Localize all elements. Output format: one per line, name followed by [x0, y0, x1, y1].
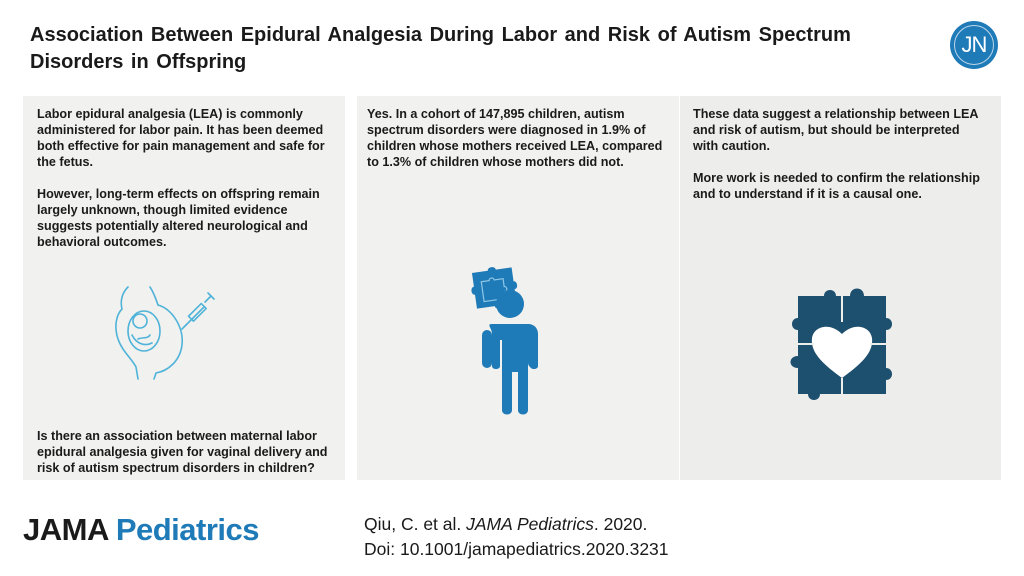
right-paragraph-2: More work is needed to confirm the relat… — [693, 171, 980, 201]
citation: Qiu, C. et al. JAMA Pediatrics. 2020. Do… — [364, 512, 669, 562]
left-paragraph-1: Labor epidural analgesia (LEA) is common… — [37, 107, 325, 169]
brand-pediatrics: Pediatrics — [115, 512, 260, 547]
puzzle-heart-icon — [790, 288, 892, 400]
citation-doi: Doi: 10.1001/jamapediatrics.2020.3231 — [364, 539, 669, 559]
study-question: Is there an association between maternal… — [37, 429, 328, 475]
brand-jama: JAMA — [23, 512, 108, 547]
citation-line-1: Qiu, C. et al. JAMA Pediatrics. 2020. — [364, 512, 669, 537]
child-puzzle-icon — [471, 267, 538, 415]
jama-pediatrics-brand: JAMA Pediatrics — [23, 512, 260, 548]
pregnant-woman-epidural-icon — [115, 286, 215, 380]
middle-panel: Yes. In a cohort of 147,895 children, au… — [357, 96, 679, 480]
jn-logo: JN — [950, 21, 998, 69]
left-paragraph-2: However, long-term effects on offspring … — [37, 187, 320, 249]
middle-paragraph-1: Yes. In a cohort of 147,895 children, au… — [367, 107, 663, 169]
panel-divider — [679, 96, 680, 480]
citation-year: . 2020. — [593, 514, 648, 534]
left-panel: Labor epidural analgesia (LEA) is common… — [23, 96, 345, 480]
right-paragraph-1: These data suggest a relationship betwee… — [693, 107, 979, 153]
jn-logo-text: JN — [954, 25, 994, 65]
citation-journal: JAMA Pediatrics — [466, 514, 594, 534]
right-panel: These data suggest a relationship betwee… — [679, 96, 1001, 480]
page-title: Association Between Epidural Analgesia D… — [30, 24, 851, 73]
citation-author: Qiu, C. et al. — [364, 514, 467, 534]
